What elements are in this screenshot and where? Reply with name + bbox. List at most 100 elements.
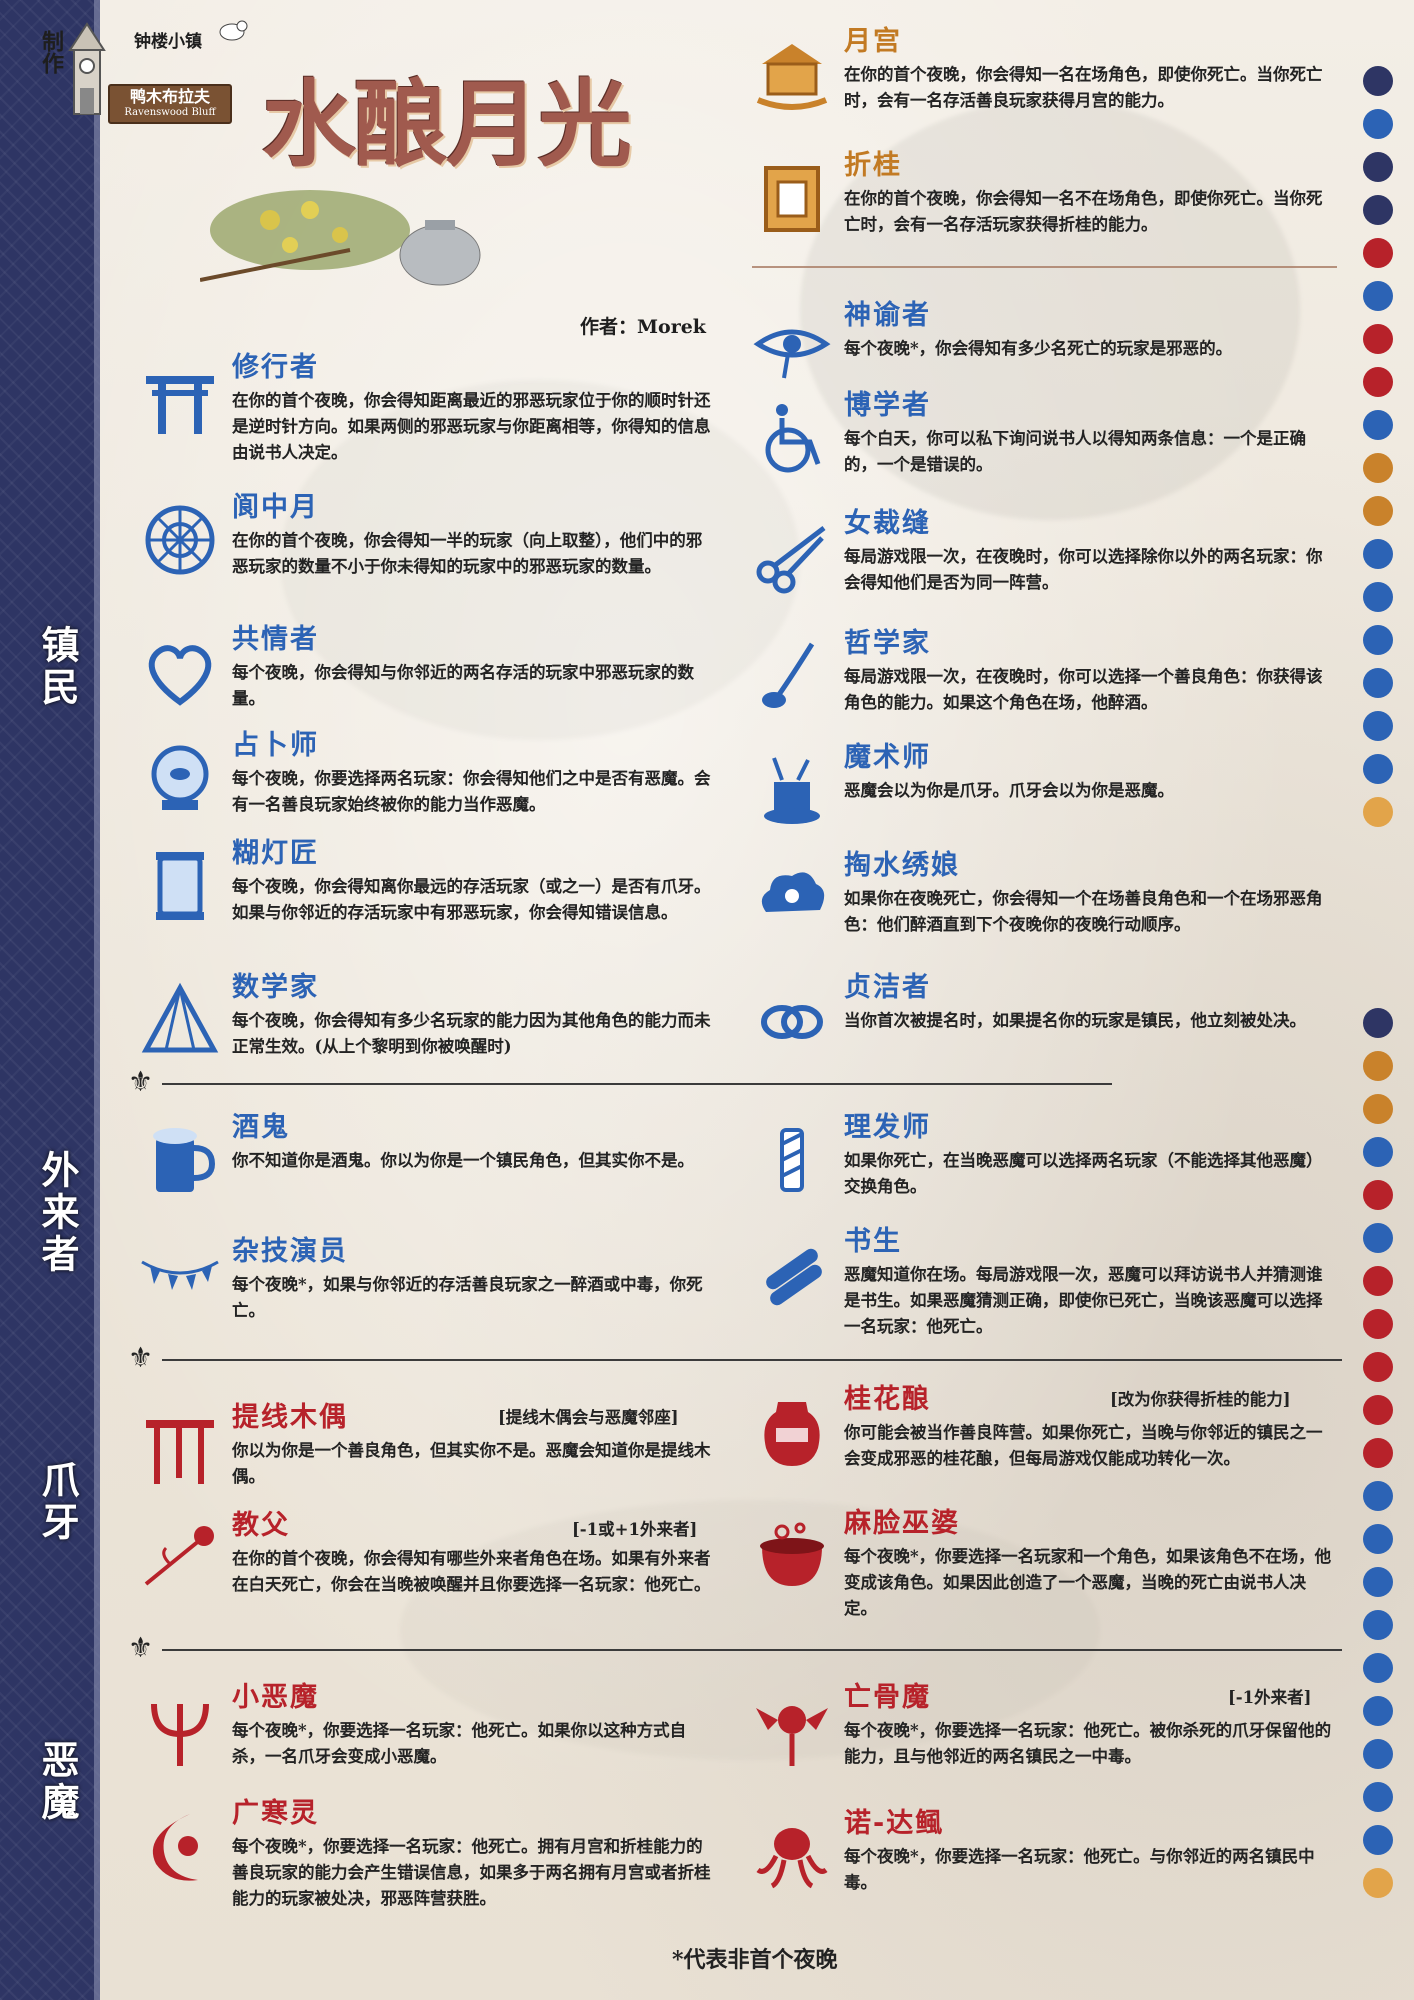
role-ability: 每个夜晚*，你要选择一名玩家和一个角色，如果该角色不在场，他变成该角色。如果因此… xyxy=(844,1547,1332,1618)
divider-ornament: ⚜ xyxy=(128,1065,154,1098)
triangle-icon xyxy=(141,982,219,1053)
role-shuxuejia: 数学家 每个夜晚，你会得知有多少名玩家的能力因为其他角色的能力而未正常生效。(从… xyxy=(140,970,720,1070)
web-wheel-icon xyxy=(1363,711,1393,741)
moon-palace-icon xyxy=(1363,1051,1393,1081)
role-malianwupo: 麻脸巫婆 每个夜晚*，你要选择一名玩家和一个角色，如果该角色不在场，他变成该角色… xyxy=(752,1506,1352,1626)
lantern-icon xyxy=(156,852,204,920)
triangle-icon xyxy=(1363,1825,1393,1855)
role-ability: 如果你死亡，在当晚恶魔可以选择两名玩家（不能选择其他恶魔）交换角色。 xyxy=(844,1151,1323,1196)
scissors-icon xyxy=(1363,668,1393,698)
role-name: 糊灯匠 xyxy=(232,838,319,869)
role-zhegui: 折桂 在你的首个夜晚，你会得知一名不在场角色，即使你死亡。当你死亡时，会有一名存… xyxy=(752,148,1352,248)
role-name: 共情者 xyxy=(232,624,319,655)
role-ability: 每个夜晚*，你要选择一名玩家：他死亡。被你杀死的爪牙保留他的能力，且与他邻近的两… xyxy=(844,1721,1332,1766)
section-label-demons: 恶魔 xyxy=(35,1740,79,1824)
role-zhexuejia: 哲学家 每局游戏限一次，在夜晚时，你可以选择一个善良角色：你获得该角色的能力。如… xyxy=(752,626,1352,726)
role-ability: 在你的首个夜晚，你会得知有哪些外来者角色在场。如果有外来者在白天死亡，你会在当晚… xyxy=(232,1549,711,1594)
role-ability: 在你的首个夜晚，你会得知距离最近的邪恶玩家位于你的顺时针还是逆时针方向。如果两侧… xyxy=(232,391,711,462)
role-ability: 恶魔会以为你是爪牙。爪牙会以为你是恶魔。 xyxy=(844,781,1174,800)
role-name: 酒鬼 xyxy=(232,1112,290,1143)
section-divider xyxy=(162,1359,1342,1361)
role-zhanbushi: 占卜师 每个夜晚，你要选择两名玩家：你会得知他们之中是否有恶魔。会有一名善良玩家… xyxy=(140,728,720,818)
octopus-icon xyxy=(756,1828,828,1889)
puppet-frame-icon xyxy=(1363,238,1393,268)
bunting-icon xyxy=(1363,1481,1393,1511)
script-title: 水酿月光 xyxy=(262,70,632,180)
role-name: 神谕者 xyxy=(844,300,931,331)
role-ability: 每局游戏限一次，在夜晚时，你可以选择除你以外的两名玩家：你会得知他们是否为同一阵… xyxy=(844,547,1323,592)
rose-icon xyxy=(1363,1438,1393,1468)
jinx-note: [提线木偶会与恶魔邻座] xyxy=(498,1408,679,1427)
role-ability: 你可能会被当作善良阵营。如果你死亡，当晚与你邻近的镇民之一会变成邪恶的桂花酿，但… xyxy=(844,1423,1323,1468)
role-shusheng: 书生 恶魔知道你在场。每局游戏限一次，恶魔可以拜访说书人并猜测谁是书生。如果恶魔… xyxy=(752,1224,1352,1344)
barber-pole-icon xyxy=(780,1128,804,1192)
role-ability: 每个夜晚*，你要选择一名玩家：他死亡。拥有月宫和折桂能力的善良玩家的能力会产生错… xyxy=(232,1837,711,1908)
role-ability: 每个白天，你可以私下询问说书人以得知两条信息：一个是正确的，一个是错误的。 xyxy=(844,429,1306,474)
section-label-minions: 爪牙 xyxy=(35,1460,79,1544)
trident-icon xyxy=(151,1703,209,1766)
eye-of-ra-icon xyxy=(1363,1739,1393,1769)
triangle-icon xyxy=(1363,754,1393,784)
laurel-gate-icon xyxy=(1363,1094,1393,1124)
role-ability: 你以为你是一个善良角色，但其实你不是。恶魔会知道你是提线木偶。 xyxy=(232,1441,711,1486)
role-name: 麻脸巫婆 xyxy=(844,1508,960,1539)
role-name: 提线木偶 xyxy=(232,1402,348,1433)
crystal-ball-icon xyxy=(1363,1653,1393,1683)
parchment-background xyxy=(100,0,1414,2000)
octopus-icon xyxy=(1363,1352,1393,1382)
heart-icon xyxy=(1363,1610,1393,1640)
heart-icon xyxy=(1363,539,1393,569)
role-name: 教父 xyxy=(232,1510,290,1541)
role-name: 数学家 xyxy=(232,972,319,1003)
role-ability: 每个夜晚*，如果与你邻近的存活善良玩家之一醉酒或中毒，你死亡。 xyxy=(232,1275,703,1320)
role-name: 掏水绣娘 xyxy=(844,850,960,881)
role-gongqingzhe: 共情者 每个夜晚，你会得知与你邻近的两名存活的玩家中邪恶玩家的数量。 xyxy=(140,622,720,712)
rose-icon xyxy=(144,1526,214,1586)
sidebar-edge xyxy=(94,0,100,2000)
rose-icon xyxy=(1363,367,1393,397)
role-ability: 每个夜晚*，你会得知有多少名死亡的玩家是邪恶的。 xyxy=(844,339,1233,358)
moon-palace-icon xyxy=(756,44,828,110)
minion-info-icon xyxy=(1363,152,1393,182)
role-ability: 在你的首个夜晚，你会得知一名在场角色，即使你死亡。当你死亡时，会有一名存活善良玩… xyxy=(844,65,1323,110)
role-moshushi: 魔术师 恶魔会以为你是爪牙。爪牙会以为你是恶魔。 xyxy=(752,740,1352,824)
bunting-icon xyxy=(141,1260,219,1290)
section-label-townsfolk: 镇民 xyxy=(35,625,79,709)
role-name: 理发师 xyxy=(844,1112,931,1143)
magic-hat-icon xyxy=(764,757,820,824)
role-name: 阆中月 xyxy=(232,492,319,523)
skull-wings-icon xyxy=(1363,1395,1393,1425)
role-name: 哲学家 xyxy=(844,628,931,659)
scrolls-icon xyxy=(1363,281,1393,311)
role-wangguma: 亡骨魔 每个夜晚*，你要选择一名玩家：他死亡。被你杀死的爪牙保留他的能力，且与他… xyxy=(752,1680,1352,1780)
heart-icon xyxy=(148,645,212,706)
role-name: 贞洁者 xyxy=(844,972,931,1003)
dawn-icon xyxy=(1363,1868,1393,1898)
role-ability: 每个夜晚，你要选择两名玩家：你会得知他们之中是否有恶魔。会有一名善良玩家始终被你… xyxy=(232,769,711,814)
role-hudengjiang: 糊灯匠 每个夜晚，你会得知离你最远的存活玩家（或之一）是否有爪牙。如果与你邻近的… xyxy=(140,836,720,956)
torii-icon xyxy=(1363,410,1393,440)
crystal-ball-icon xyxy=(1363,582,1393,612)
web-wheel-icon xyxy=(145,505,215,575)
role-jiugui: 酒鬼 你不知道你是酒鬼。你以为你是一个镇民角色，但其实你不是。 xyxy=(140,1110,720,1210)
beer-mug-icon xyxy=(153,1128,216,1192)
wheelchair-icon xyxy=(765,404,821,473)
eye-of-ra-icon xyxy=(753,329,831,379)
scissors-icon xyxy=(1363,1782,1393,1812)
rings-icon xyxy=(761,1005,823,1039)
puppet-frame-icon xyxy=(146,1420,214,1484)
torii-icon xyxy=(146,376,214,434)
role-xiuxingzhe: 修行者 在你的首个夜晚，你会得知距离最近的邪恶玩家位于你的顺时针还是逆时针方向。… xyxy=(140,350,720,462)
first-night-order xyxy=(1360,66,1396,840)
bird-icon xyxy=(219,20,248,41)
moon-palace-icon xyxy=(1363,453,1393,483)
role-zajiyanyuan: 杂技演员 每个夜晚*，如果与你邻近的存活善良玩家之一醉酒或中毒，你死亡。 xyxy=(140,1234,720,1334)
role-name: 女裁缝 xyxy=(844,508,931,539)
crystal-ball-icon xyxy=(151,745,209,810)
role-name: 书生 xyxy=(844,1226,902,1257)
role-ability: 如果你在夜晚死亡，你会得知一个在场善良角色和一个在场邪恶角色：他们醉酒直到下个夜… xyxy=(844,889,1323,934)
role-boxuezhe: 博学者 每个白天，你可以私下询问说书人以得知两条信息：一个是正确的，一个是错误的… xyxy=(752,388,1352,488)
town-plank: 鸭木布拉夫 Ravenswood Bluff xyxy=(108,84,232,124)
scrolls-icon xyxy=(766,1248,822,1306)
credit-label: 制作 xyxy=(38,30,63,74)
